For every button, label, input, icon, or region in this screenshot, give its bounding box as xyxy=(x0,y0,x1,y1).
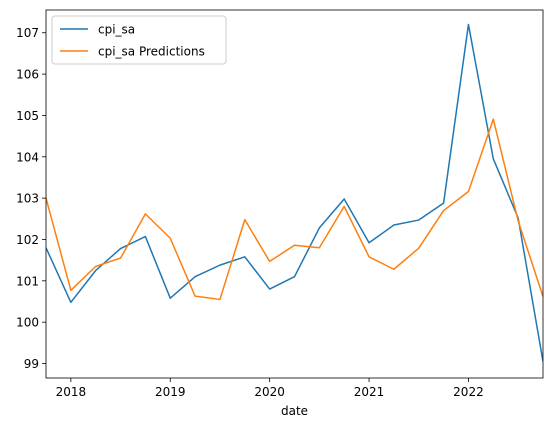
legend-label: cpi_sa xyxy=(98,23,135,37)
axes-layer: 2018 2019 2020 2021 2022 99 100 101 102 103 104 105… xyxy=(16,9,544,399)
y-tick-label: 99 xyxy=(24,357,39,371)
plot-frame xyxy=(45,9,544,379)
y-tick-label: 102 xyxy=(16,233,39,247)
legend-box xyxy=(51,15,227,65)
y-tick-label: 101 xyxy=(16,274,39,288)
x-tick-label: 2018 xyxy=(56,385,87,399)
x-tick-label: 2022 xyxy=(453,385,484,399)
legend: cpi_sa cpi_sa Predictions xyxy=(51,15,227,65)
y-tick-label: 106 xyxy=(16,68,39,82)
y-tick-label: 105 xyxy=(16,109,39,123)
x-tick-label: 2021 xyxy=(354,385,385,399)
legend-label: cpi_sa Predictions xyxy=(98,45,205,59)
series-line-cpi-sa-predictions xyxy=(46,118,543,301)
y-tick-label: 104 xyxy=(16,150,39,164)
x-tick-label: 2020 xyxy=(254,385,285,399)
x-axis-label: date xyxy=(281,404,308,418)
y-tick-label: 107 xyxy=(16,26,39,40)
x-tick-label: 2019 xyxy=(155,385,186,399)
series-layer xyxy=(46,23,543,362)
y-tick-label: 100 xyxy=(16,316,39,330)
y-tick-label: 103 xyxy=(16,192,39,206)
